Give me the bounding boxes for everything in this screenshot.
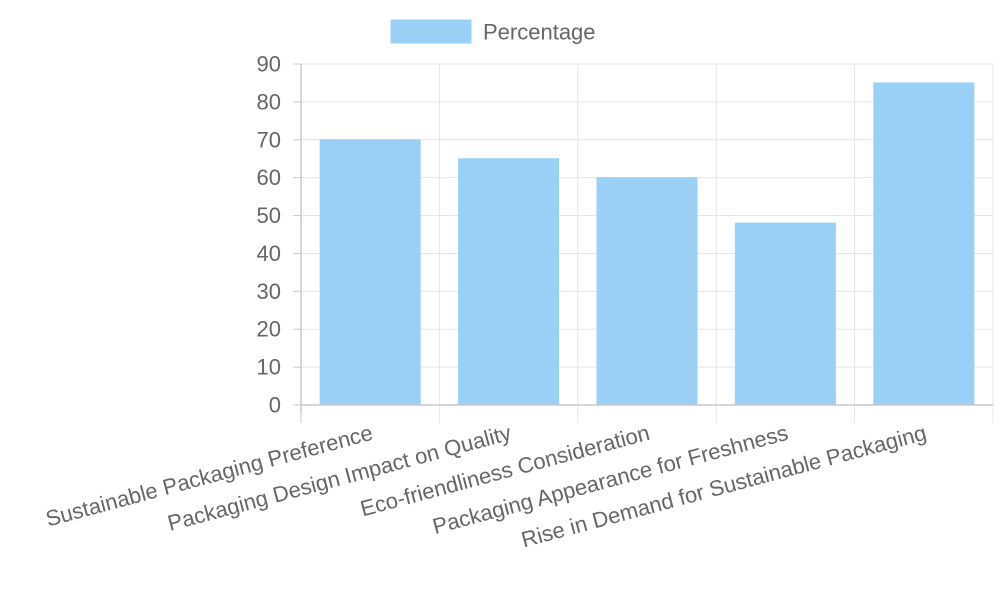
bar[interactable]: [873, 82, 975, 406]
bars: [319, 82, 975, 406]
bar[interactable]: [734, 222, 836, 406]
y-tick-label: 10: [257, 355, 281, 380]
y-tick-label: 90: [257, 52, 281, 77]
axes: [293, 63, 993, 413]
y-tick-label: 80: [257, 89, 281, 114]
legend-swatch[interactable]: [390, 19, 472, 44]
legend[interactable]: Percentage: [390, 19, 596, 45]
y-tick-label: 70: [257, 127, 281, 152]
x-tick-labels: Sustainable Packaging PreferencePackagin…: [43, 420, 929, 552]
y-tick-labels: 0 10 20 30 40 50 60 70 80 90: [257, 52, 281, 418]
y-tick-label: 0: [269, 393, 281, 418]
bar[interactable]: [596, 177, 698, 406]
bar[interactable]: [458, 158, 560, 406]
y-tick-label: 40: [257, 241, 281, 266]
legend-label[interactable]: Percentage: [483, 20, 596, 45]
y-tick-label: 20: [257, 317, 281, 342]
y-tick-label: 30: [257, 279, 281, 304]
y-tick-label: 60: [257, 165, 281, 190]
y-tick-label: 50: [257, 203, 281, 228]
bar[interactable]: [319, 139, 421, 406]
